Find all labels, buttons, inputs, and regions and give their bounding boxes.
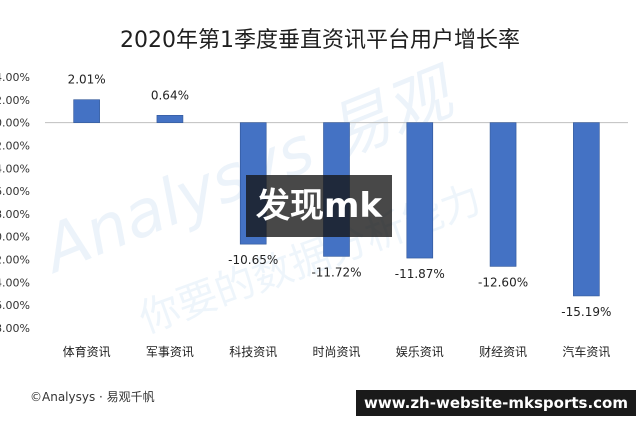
data-label: -12.60% bbox=[478, 275, 528, 289]
chart-title: 2020年第1季度垂直资讯平台用户增长率 bbox=[120, 28, 520, 53]
bar bbox=[406, 122, 434, 259]
data-label: 0.64% bbox=[151, 88, 189, 102]
overlay-text: 发现mk bbox=[255, 186, 383, 226]
y-tick-label: -10.00% bbox=[0, 231, 30, 244]
data-label: -10.65% bbox=[228, 253, 278, 267]
y-tick-label: -6.00% bbox=[0, 185, 30, 198]
y-tick-label: -16.00% bbox=[0, 299, 30, 312]
bar bbox=[156, 115, 184, 123]
x-tick-label: 娱乐资讯 bbox=[396, 345, 444, 359]
data-label: -11.72% bbox=[311, 265, 361, 279]
y-tick-label: 4.00% bbox=[0, 71, 30, 84]
data-label: 2.01% bbox=[68, 73, 106, 87]
y-tick-label: -12.00% bbox=[0, 254, 30, 267]
x-tick-label: 财经资讯 bbox=[479, 345, 527, 359]
source-credit: ©Analysys · 易观千帆 bbox=[30, 390, 155, 404]
x-tick-label: 军事资讯 bbox=[146, 345, 194, 359]
bar bbox=[573, 122, 600, 297]
x-tick-label: 体育资讯 bbox=[63, 344, 111, 359]
x-tick-label: 时尚资讯 bbox=[312, 345, 360, 359]
url-banner bbox=[356, 390, 636, 416]
data-label: -11.87% bbox=[395, 267, 445, 281]
y-tick-label: -4.00% bbox=[0, 162, 30, 175]
data-label: -15.19% bbox=[561, 305, 611, 319]
overlay-badge bbox=[246, 175, 392, 237]
y-tick-label: -2.00% bbox=[0, 139, 30, 152]
y-tick-label: 0.00% bbox=[0, 117, 30, 130]
y-tick-label: -8.00% bbox=[0, 208, 30, 221]
bar bbox=[489, 122, 517, 267]
y-tick-label: -14.00% bbox=[0, 276, 30, 289]
y-tick-label: 2.00% bbox=[0, 94, 30, 107]
y-tick-label: -18.00% bbox=[0, 322, 30, 335]
x-tick-label: 科技资讯 bbox=[229, 345, 277, 359]
bar bbox=[73, 99, 100, 123]
url-text[interactable]: www.zh-website-mksports.com bbox=[364, 394, 628, 412]
x-tick-label: 汽车资讯 bbox=[562, 344, 610, 359]
